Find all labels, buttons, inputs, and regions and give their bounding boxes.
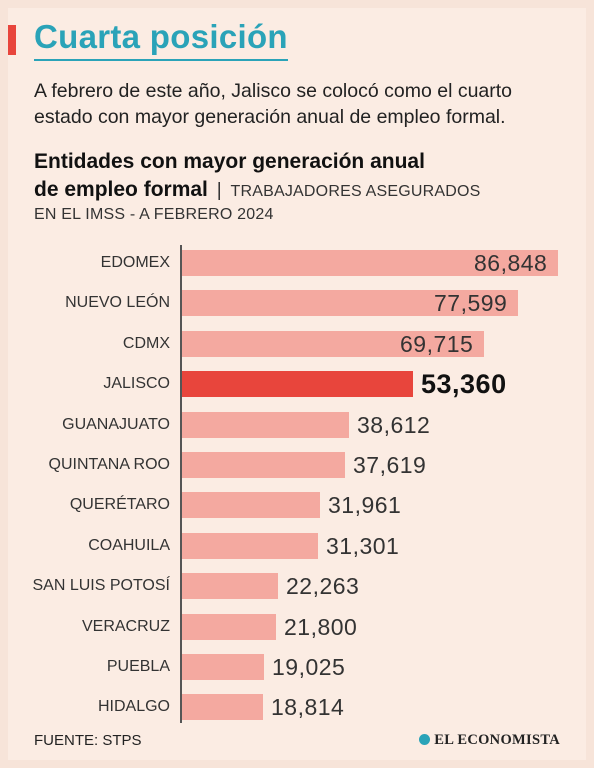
chart-title: Entidades con mayor generación anual de … <box>34 148 574 206</box>
accent-bar <box>8 25 16 55</box>
bar-row: QUINTANA ROO 37,619 <box>0 452 594 482</box>
bar-row: NUEVO LEÓN 77,599 <box>0 290 594 320</box>
value-label: 69,715 <box>400 330 474 357</box>
bar-row: SAN LUIS POTOSÍ 22,263 <box>0 573 594 603</box>
category-label: COAHUILA <box>88 536 170 554</box>
chart-title-line1: Entidades con mayor generación anual <box>34 150 425 173</box>
category-axis-line <box>180 245 182 723</box>
category-label: NUEVO LEÓN <box>65 294 170 312</box>
category-label: GUANAJUATO <box>62 415 170 433</box>
brand-icon <box>419 734 431 745</box>
bar <box>182 573 278 600</box>
bar-row: PUEBLA 19,025 <box>0 654 594 684</box>
category-label: SAN LUIS POTOSÍ <box>32 577 170 595</box>
value-label: 53,360 <box>421 369 507 400</box>
bar <box>182 250 558 276</box>
bar <box>182 654 264 680</box>
value-label: 31,301 <box>326 532 400 559</box>
brand-logo: EL ECONOMISTA <box>419 732 560 749</box>
bar-row: VERACRUZ 21,800 <box>0 613 594 644</box>
category-label: JALISCO <box>103 375 170 393</box>
bar <box>182 694 263 721</box>
category-label: EDOMEX <box>100 254 170 271</box>
bar-row: COAHUILA 31,301 <box>0 532 594 563</box>
value-label: 77,599 <box>434 290 508 317</box>
bar-row: EDOMEX 86,848 <box>0 250 594 280</box>
source-note: FUENTE: STPS <box>34 732 142 749</box>
value-label: 22,263 <box>286 573 360 600</box>
bar-row: GUANAJUATO 38,612 <box>0 411 594 442</box>
bar <box>182 492 320 519</box>
category-label: VERACRUZ <box>81 617 170 635</box>
bar <box>182 613 276 640</box>
chart-title-separator: | <box>216 180 222 201</box>
value-label: 21,800 <box>284 613 358 640</box>
value-label: 38,612 <box>357 411 431 438</box>
value-label: 37,619 <box>353 452 427 478</box>
chart-unit-part2: EN EL IMSS - A FEBRERO 2024 <box>34 206 274 223</box>
bar <box>182 452 345 478</box>
bar-row: QUERÉTARO 31,961 <box>0 492 594 522</box>
value-label: 86,848 <box>474 250 548 276</box>
chart-unit-part1: TRABAJADORES ASEGURADOS <box>230 183 481 200</box>
chart-title-line2: de empleo formal <box>34 178 208 201</box>
bar-row: HIDALGO 18,814 <box>0 694 594 724</box>
category-label: QUINTANA ROO <box>48 456 171 473</box>
bar <box>182 330 484 357</box>
bar <box>182 411 349 438</box>
value-label: 31,961 <box>328 492 402 519</box>
brand-name: EL ECONOMISTA <box>434 732 560 748</box>
bar <box>182 290 518 317</box>
value-label: 18,814 <box>271 694 345 721</box>
page-title: Cuarta posición <box>34 16 288 61</box>
bar <box>182 371 413 398</box>
category-label: HIDALGO <box>97 698 170 716</box>
value-label: 19,025 <box>272 654 346 680</box>
bar-row: CDMX 69,715 <box>0 330 594 361</box>
bar-row: JALISCO 53,360 <box>0 369 594 401</box>
intro-text: A febrero de este año, Jalisco se colocó… <box>34 80 513 128</box>
category-label: CDMX <box>122 334 170 352</box>
bar <box>182 532 318 559</box>
category-label: PUEBLA <box>106 658 170 675</box>
category-label: QUERÉTARO <box>69 496 170 514</box>
